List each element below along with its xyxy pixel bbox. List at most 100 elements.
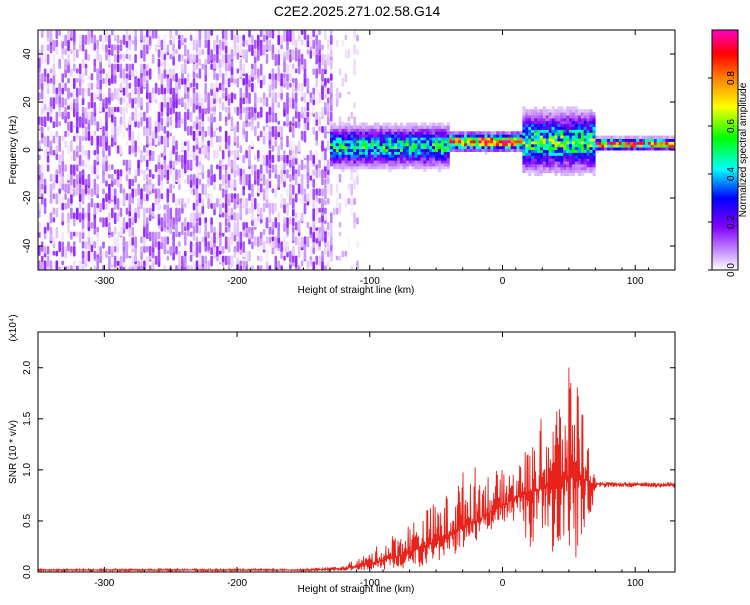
heatmap-cell (350, 154, 354, 158)
heatmap-cell (146, 135, 149, 145)
heatmap-cell (438, 154, 442, 158)
heatmap-cell (116, 260, 120, 266)
heatmap-cell (160, 73, 164, 85)
heatmap-cell (356, 160, 360, 164)
heatmap-cell (131, 145, 134, 154)
heatmap-cell (586, 135, 590, 139)
heatmap-cell (548, 138, 552, 142)
heatmap-cell (356, 165, 360, 170)
heatmap-cell (574, 109, 578, 113)
heatmap-cell (580, 132, 584, 136)
heatmap-cell (125, 63, 129, 72)
heatmap-cell (586, 149, 590, 153)
y-tick-label: 1.5 (22, 411, 33, 425)
heatmap-cell (531, 123, 535, 127)
heatmap-cell (55, 111, 59, 124)
heatmap-cell (335, 163, 339, 167)
snr-panel: -300 -200 -100 0 100 0.00.51.01.52.0 Height … (8, 314, 676, 595)
heatmap-cell (61, 246, 64, 257)
heatmap-cell (446, 128, 450, 132)
heatmap-cell (493, 131, 497, 135)
heatmap-cell (382, 163, 386, 167)
heatmap-cell (96, 87, 99, 98)
heatmap-cell (557, 126, 561, 130)
heatmap-cell (356, 49, 359, 56)
x-tick-label: -300 (94, 276, 114, 287)
heatmap-cell (525, 143, 529, 148)
heatmap-cell (99, 92, 102, 102)
heatmap-cell (192, 188, 196, 196)
heatmap-cell (219, 68, 222, 78)
heatmap-cell (566, 109, 570, 113)
heatmap-cell (347, 131, 351, 135)
heatmap-cell (84, 126, 88, 138)
heatmap-cell (154, 126, 158, 133)
heatmap-cell (618, 138, 622, 142)
heatmap-cell (160, 126, 164, 132)
heatmap-cell (426, 157, 430, 161)
heatmap-cell (472, 148, 476, 152)
heatmap-cell (475, 142, 479, 147)
colorbar-tick-label: 0.4 (726, 167, 737, 181)
heatmap-cell (76, 164, 79, 172)
heatmap-cell (362, 157, 366, 161)
heatmap-cell (420, 137, 424, 141)
heatmap-cell (397, 160, 401, 164)
heatmap-cell (259, 265, 263, 270)
heatmap-cell (178, 111, 181, 121)
heatmap-cell (186, 174, 190, 185)
heatmap-cell (271, 68, 275, 74)
heatmap-cell (391, 157, 395, 161)
heatmap-cell (274, 202, 278, 211)
heatmap-cell (207, 231, 210, 239)
heatmap-cell (353, 116, 356, 124)
heatmap-cell (87, 54, 91, 61)
heatmap-cell (58, 154, 61, 164)
heatmap-cell (219, 126, 222, 132)
heatmap-cell (394, 165, 398, 170)
heatmap-cell (458, 134, 462, 138)
heatmap-cell (163, 54, 167, 61)
heatmap-cell (563, 158, 567, 162)
heatmap-cell (397, 131, 401, 135)
heatmap-cell (254, 92, 257, 104)
heatmap-cell (501, 134, 505, 138)
heatmap-cell (87, 236, 91, 245)
heatmap-cell (408, 128, 412, 132)
heatmap-cell (265, 111, 269, 124)
heatmap-cell (528, 158, 532, 162)
heatmap-cell (458, 145, 462, 150)
heatmap-cell (423, 134, 427, 138)
heatmap-cell (414, 142, 418, 147)
heatmap-cell (330, 139, 334, 144)
heatmap-cell (262, 106, 266, 117)
heatmap-cell (373, 160, 377, 164)
heatmap-cell (148, 116, 152, 123)
heatmap-cell (309, 226, 313, 235)
heatmap-cell (347, 134, 351, 138)
heatmap-cell (236, 34, 240, 44)
heatmap-cell (484, 139, 488, 144)
heatmap-cell (592, 126, 596, 130)
heatmap-cell (268, 236, 272, 244)
heatmap-cell (446, 134, 450, 138)
heatmap-cell (259, 183, 263, 193)
heatmap-cell (210, 82, 213, 90)
heatmap-cell (461, 142, 465, 147)
heatmap-cell (134, 250, 137, 262)
heatmap-cell (580, 163, 584, 168)
heatmap-cell (40, 241, 44, 252)
heatmap-cell (227, 255, 231, 266)
heatmap-cell (566, 155, 570, 159)
heatmap-cell (464, 145, 468, 150)
heatmap-cell (598, 147, 602, 151)
heatmap-cell (580, 109, 584, 113)
heatmap-cell (245, 111, 248, 121)
heatmap-cell (289, 226, 292, 236)
heatmap-cell (61, 188, 64, 198)
heatmap-cell (435, 122, 439, 126)
heatmap-cell (292, 150, 295, 159)
colorbar-tick-label: 0.0 (726, 263, 737, 277)
heatmap-cell (624, 147, 628, 151)
